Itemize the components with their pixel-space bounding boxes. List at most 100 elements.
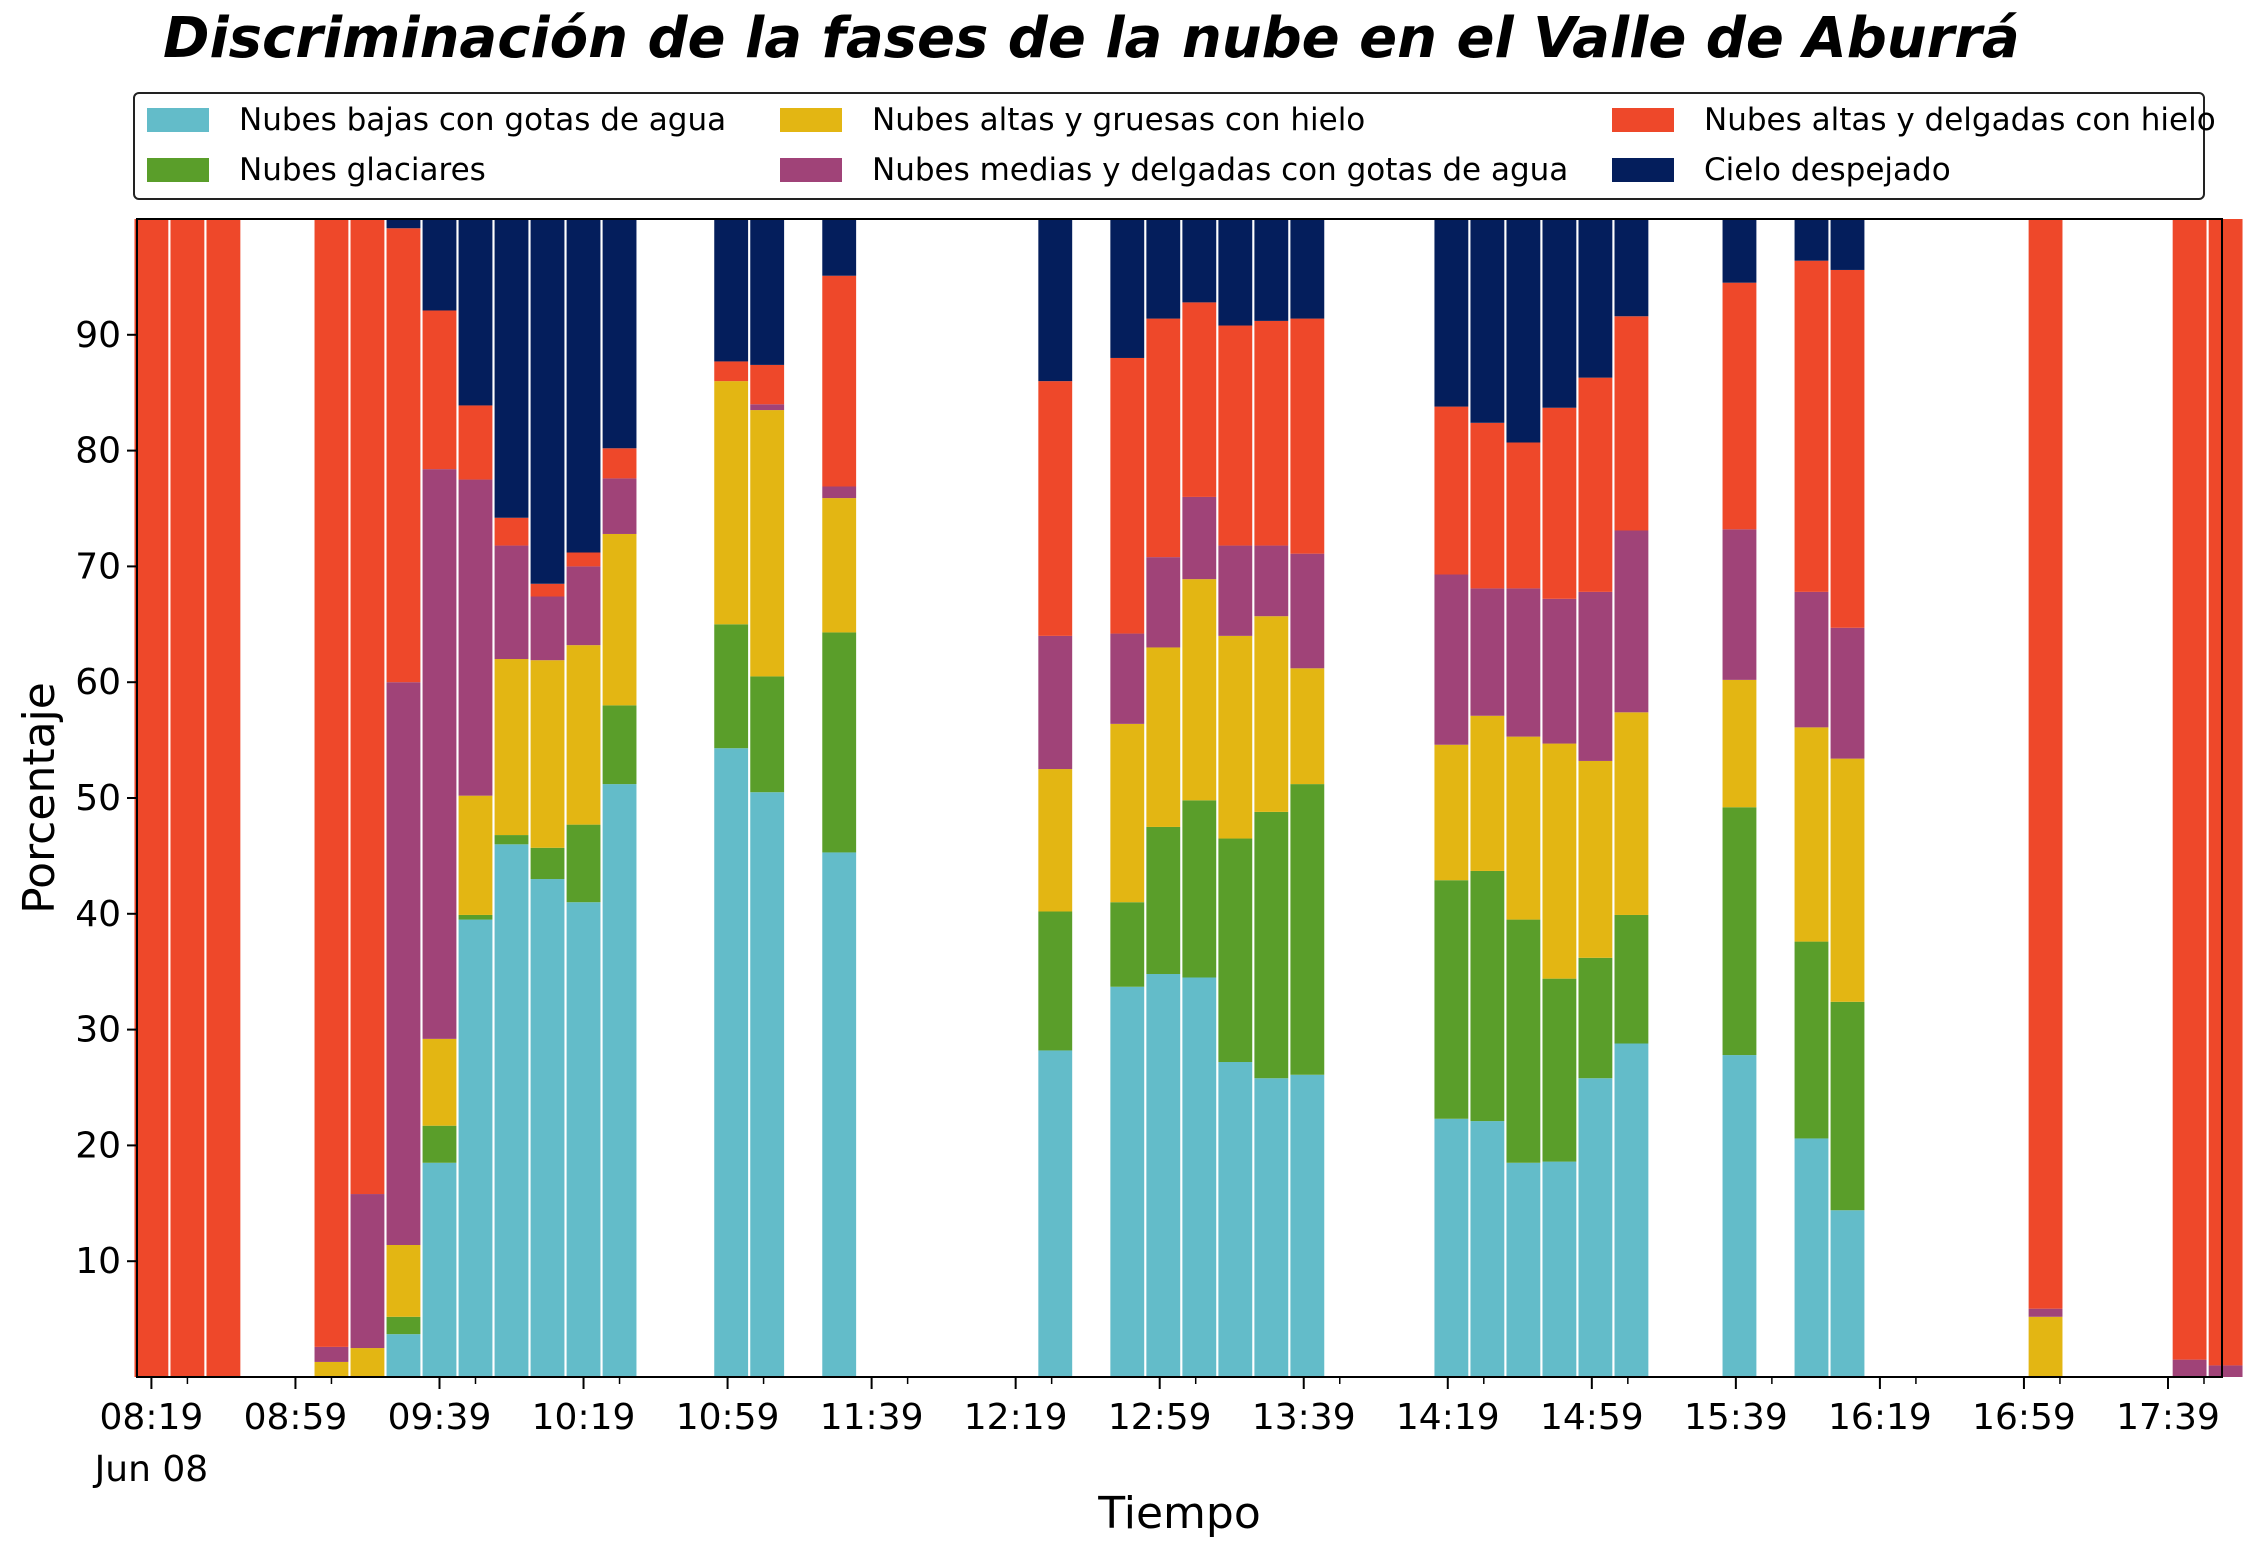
bar-segment-1-13:30 [1254, 1078, 1289, 1377]
bar-segment-4-11:30 [822, 486, 857, 499]
bar-segment-3-15:40 [1722, 679, 1757, 808]
y-tick-label: 50 [75, 778, 121, 819]
bar-segment-2-14:40 [1506, 919, 1541, 1163]
x-tick-label: 12:19 [964, 1397, 1068, 1438]
y-tick-label: 40 [75, 894, 121, 935]
y-tick-label: 70 [75, 546, 121, 587]
bar-segment-3-16:10 [1830, 758, 1865, 1002]
bar-segment-4-17:05 [2028, 1308, 2063, 1317]
bar-segment-4-09:29 [386, 682, 421, 1245]
bar-segment-2-12:50 [1110, 902, 1145, 987]
chart-title: Discriminación de la fases de la nube en… [163, 6, 2020, 71]
bar-segment-2-13:20 [1218, 838, 1253, 1063]
bar-segment-2-14:20 [1434, 880, 1469, 1119]
bar-segment-4-15:00 [1578, 591, 1613, 761]
bar-segment-5-14:30 [1470, 422, 1505, 589]
bar-segment-3-12:50 [1110, 723, 1145, 903]
bar-segment-2-14:50 [1542, 978, 1577, 1162]
bar-segment-1-10:09 [530, 879, 565, 1377]
legend-item: Nubes glaciares [147, 150, 486, 190]
x-tick-label: 15:39 [1684, 1397, 1788, 1438]
bar-segment-5-09:39 [422, 310, 457, 470]
bar-segment-1-14:20 [1434, 1118, 1469, 1377]
x-axis-date-label: Jun 08 [93, 1449, 209, 1490]
legend-item: Cielo despejado [1612, 150, 1951, 190]
bar-segment-5-11:00 [714, 361, 749, 382]
bar-segment-3-13:20 [1218, 635, 1253, 839]
bar-segment-4-09:09 [314, 1346, 349, 1362]
bar-segment-3-10:19 [566, 645, 601, 825]
bar-segment-6-13:40 [1290, 219, 1325, 319]
x-tick-label: 08:59 [244, 1397, 348, 1438]
y-tick-label: 30 [75, 1010, 121, 1051]
bar-segment-5-17:05 [2028, 219, 2063, 1309]
bar-segment-1-13:40 [1290, 1074, 1325, 1377]
bar-segment-3-12:30 [1038, 769, 1073, 912]
x-tick-label: 16:59 [1972, 1397, 2076, 1438]
legend-label: Nubes bajas con gotas de agua [239, 102, 727, 138]
x-tick-label: 08:19 [100, 1397, 204, 1438]
y-tick-label: 20 [75, 1125, 121, 1166]
bar-segment-3-09:59 [494, 659, 529, 836]
x-tick-label: 10:19 [532, 1397, 636, 1438]
bar-segment-6-15:00 [1578, 219, 1613, 378]
bar-segment-1-15:00 [1578, 1078, 1613, 1377]
bar-segment-5-14:40 [1506, 442, 1541, 589]
bar-segment-6-14:30 [1470, 219, 1505, 423]
bar-segment-3-15:00 [1578, 760, 1613, 958]
bar-segment-4-10:09 [530, 596, 565, 661]
bar-segment-5-13:20 [1218, 325, 1253, 546]
bar-segment-1-14:40 [1506, 1162, 1541, 1377]
bar-segment-3-11:10 [750, 410, 785, 677]
bar-segment-4-14:30 [1470, 588, 1505, 716]
legend-label: Nubes altas y delgadas con hielo [1704, 102, 2216, 138]
bar-segment-4-16:10 [1830, 627, 1865, 759]
bar-segment-4-14:50 [1542, 598, 1577, 744]
bar-segment-1-15:10 [1614, 1043, 1649, 1377]
bar-segment-1-12:30 [1038, 1050, 1073, 1377]
bar-segment-5-12:50 [1110, 357, 1145, 634]
bar-segment-4-11:10 [750, 404, 785, 411]
bar-segment-6-09:49 [458, 219, 493, 406]
bar-segment-5-10:29 [602, 448, 637, 479]
bar-segment-5-12:30 [1038, 381, 1073, 636]
bar-segment-5-08:39 [206, 219, 241, 1377]
bar-segment-1-14:30 [1470, 1121, 1505, 1377]
bar-segment-5-15:10 [1614, 316, 1649, 531]
bar-segment-3-16:00 [1794, 727, 1829, 942]
bar-segment-3-09:09 [314, 1361, 349, 1377]
x-tick-label: 14:59 [1540, 1397, 1644, 1438]
legend: Nubes bajas con gotas de agua Nubes glaci… [133, 92, 2216, 200]
bar-segment-2-13:30 [1254, 811, 1289, 1079]
bar-segment-3-13:10 [1182, 579, 1217, 801]
bar-segment-1-14:50 [1542, 1161, 1577, 1377]
bar-segment-6-12:50 [1110, 219, 1145, 358]
bar-segment-2-09:29 [386, 1316, 421, 1335]
bar-segment-4-17:55 [2208, 1365, 2243, 1377]
bar-segment-5-08:29 [170, 219, 205, 1377]
bar-segment-2-11:00 [714, 624, 749, 749]
bar-segment-2-10:29 [602, 705, 637, 785]
x-tick-label: 10:59 [676, 1397, 780, 1438]
bar-segment-1-10:19 [566, 902, 601, 1377]
bar-segment-1-16:00 [1794, 1138, 1829, 1377]
bar-segment-1-13:00 [1146, 974, 1181, 1377]
legend-item: Nubes altas y gruesas con hielo [780, 100, 1365, 140]
x-tick-label: 12:59 [1108, 1397, 1212, 1438]
bar-segment-4-13:20 [1218, 545, 1253, 636]
legend-swatch [780, 108, 842, 132]
bar-segment-3-09:49 [458, 795, 493, 915]
bar-segment-6-11:00 [714, 219, 749, 362]
bar-segment-3-13:00 [1146, 647, 1181, 827]
bar-segment-4-09:19 [350, 1194, 385, 1349]
bar-segment-5-09:19 [350, 219, 385, 1195]
legend-label: Cielo despejado [1704, 152, 1951, 188]
y-axis: 10 20 30 40 50 60 70 80 90 [75, 315, 137, 1282]
bar-segment-3-15:10 [1614, 712, 1649, 915]
bar-segment-6-13:20 [1218, 219, 1253, 326]
legend-item: Nubes altas y delgadas con hielo [1612, 100, 2216, 140]
bar-segment-2-09:39 [422, 1125, 457, 1163]
legend-label: Nubes altas y gruesas con hielo [872, 102, 1366, 138]
bar-segment-6-15:10 [1614, 219, 1649, 317]
